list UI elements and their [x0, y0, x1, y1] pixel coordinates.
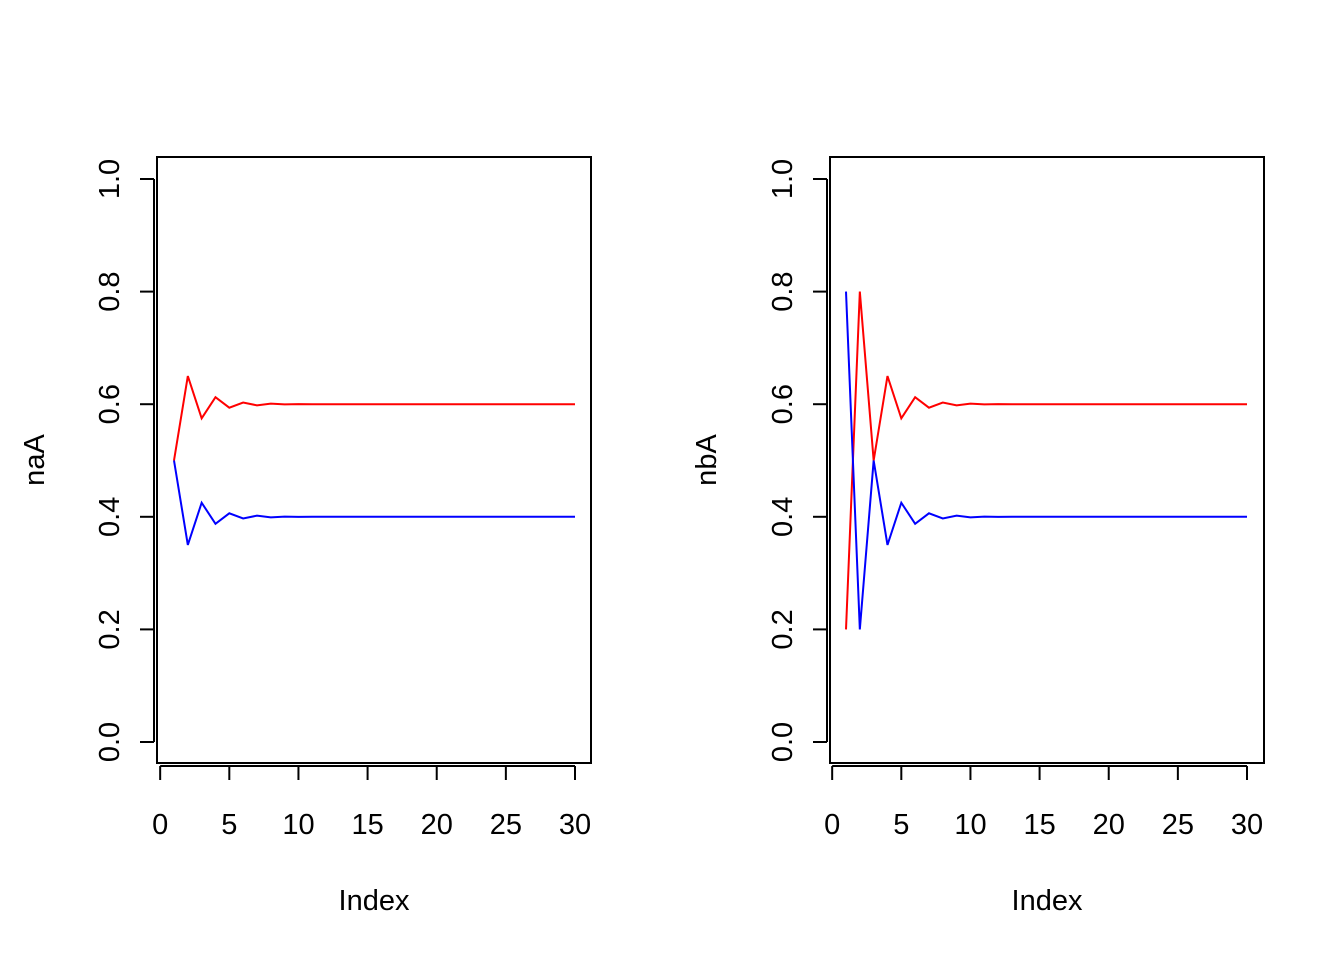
x-tick-label: 25: [490, 809, 522, 841]
red-series-line: [173, 375, 575, 461]
y-tick-label: 0.6: [94, 384, 126, 424]
y-axis-title: nbA: [691, 434, 723, 486]
y-tick-label: 0.8: [767, 271, 799, 311]
x-tick-label: 5: [221, 809, 237, 841]
y-tick-label: 0.2: [767, 609, 799, 649]
x-tick-label: 15: [351, 809, 383, 841]
x-axis-title: Index: [1012, 885, 1083, 917]
y-tick-label: 1.0: [94, 159, 126, 199]
plot-panel-2: 0 5 10 15 20 25 30 0.0 0.2 0.4 0.6 0.8 1.0 Index nbA: [691, 156, 1265, 917]
blue-series-line: [173, 460, 575, 546]
plot-frame: [829, 156, 1265, 764]
y-tick-label: 0.4: [94, 497, 126, 537]
x-tick-label: 10: [282, 809, 314, 841]
x-tick-label: 25: [1162, 809, 1194, 841]
y-tick-label: 0.0: [767, 722, 799, 762]
y-tick-label: 0.4: [767, 497, 799, 537]
x-tick-label: 5: [893, 809, 909, 841]
y-axis-title: naA: [19, 434, 51, 486]
x-tick-label: 15: [1023, 809, 1055, 841]
x-tick-label: 30: [559, 809, 591, 841]
x-tick-label: 0: [152, 809, 168, 841]
plot-frame: [156, 156, 592, 764]
x-tick-label: 20: [421, 809, 453, 841]
x-tick-label: 30: [1231, 809, 1263, 841]
x-axis-title: Index: [339, 885, 410, 917]
y-tick-label: 0.2: [94, 609, 126, 649]
y-tick-label: 1.0: [767, 159, 799, 199]
x-tick-label: 10: [954, 809, 986, 841]
y-tick-label: 0.0: [94, 722, 126, 762]
blue-series-line: [845, 291, 1247, 630]
x-tick-label: 0: [824, 809, 840, 841]
plot-panel-1: 0 5 10 15 20 25 30 0.0 0.2 0.4 0.6 0.8 1.0 Index naA: [19, 156, 592, 917]
y-tick-label: 0.8: [94, 271, 126, 311]
y-tick-label: 0.6: [767, 384, 799, 424]
x-tick-label: 20: [1093, 809, 1125, 841]
red-series-line: [845, 291, 1247, 630]
